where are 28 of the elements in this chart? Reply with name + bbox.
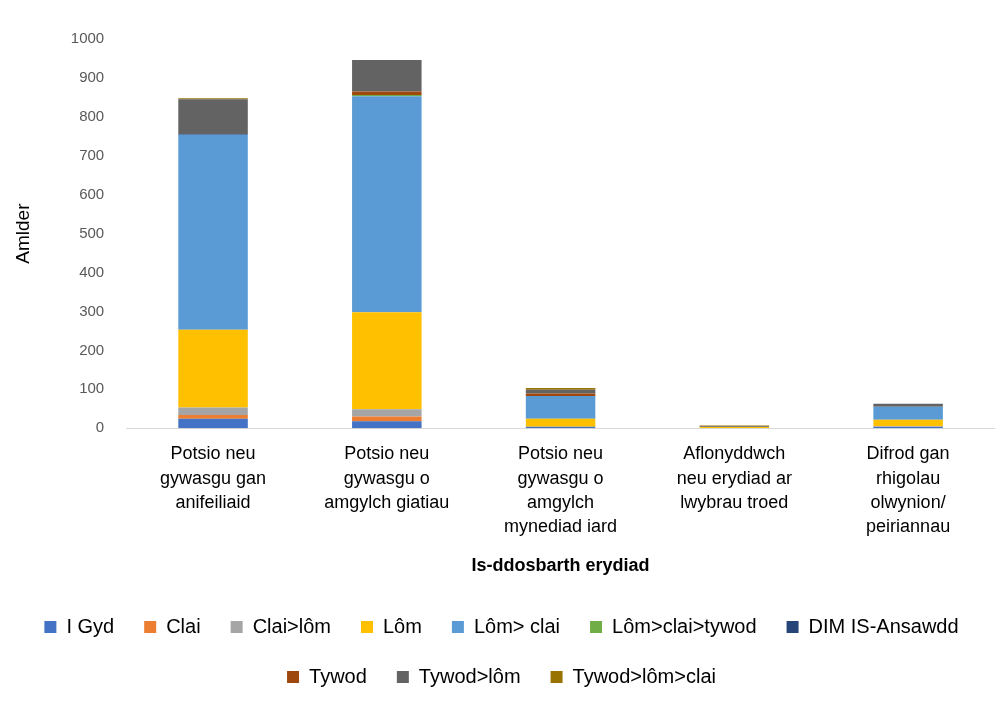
legend-label: DIM IS-Ansawdd <box>808 614 959 637</box>
y-tick-label: 700 <box>79 145 105 163</box>
x-axis-title: Is-ddosbarth erydiad <box>471 555 650 576</box>
legend-label: Lôm> clai <box>473 614 561 637</box>
legend-label: Lôm <box>382 614 422 637</box>
y-tick-label: 200 <box>79 340 105 358</box>
y-tick-label: 0 <box>95 418 105 436</box>
legend-label: Tywod>lôm>clai <box>572 664 716 687</box>
y-tick-label: 400 <box>79 262 105 280</box>
x-tick-label: Potsio neu gywasgu gan anifeiliaid <box>160 443 267 512</box>
legend-label: I Gyd <box>66 614 115 637</box>
y-tick-label: 800 <box>79 106 105 124</box>
legend-label: Lôm>clai>tywod <box>612 614 757 637</box>
y-tick-label: 1000 <box>70 29 105 47</box>
legend-label: Tywod <box>309 664 367 687</box>
y-axis-title: Amlder <box>11 202 33 264</box>
legend-label: Clai <box>166 614 201 637</box>
x-tick-label: Aflonyddwch neu erydiad ar lwybrau troed <box>676 443 792 512</box>
y-tick-label: 900 <box>79 68 105 86</box>
x-tick-label: Difrod gan rhigolau olwynion/ peiriannau <box>866 443 951 537</box>
x-tick-label: Potsio neu gywasgu o amgylch mynediad iard <box>504 443 618 537</box>
y-tick-label: 500 <box>79 223 105 241</box>
x-tick-label: Potsio neu gywasgu o amgylch giatiau <box>324 443 450 512</box>
legend-label: Tywod>lôm <box>418 664 521 687</box>
y-tick-label: 300 <box>79 301 105 319</box>
y-tick-label: 100 <box>79 379 105 397</box>
y-tick-label: 600 <box>79 184 105 202</box>
legend-label: Clai>lôm <box>252 614 331 637</box>
